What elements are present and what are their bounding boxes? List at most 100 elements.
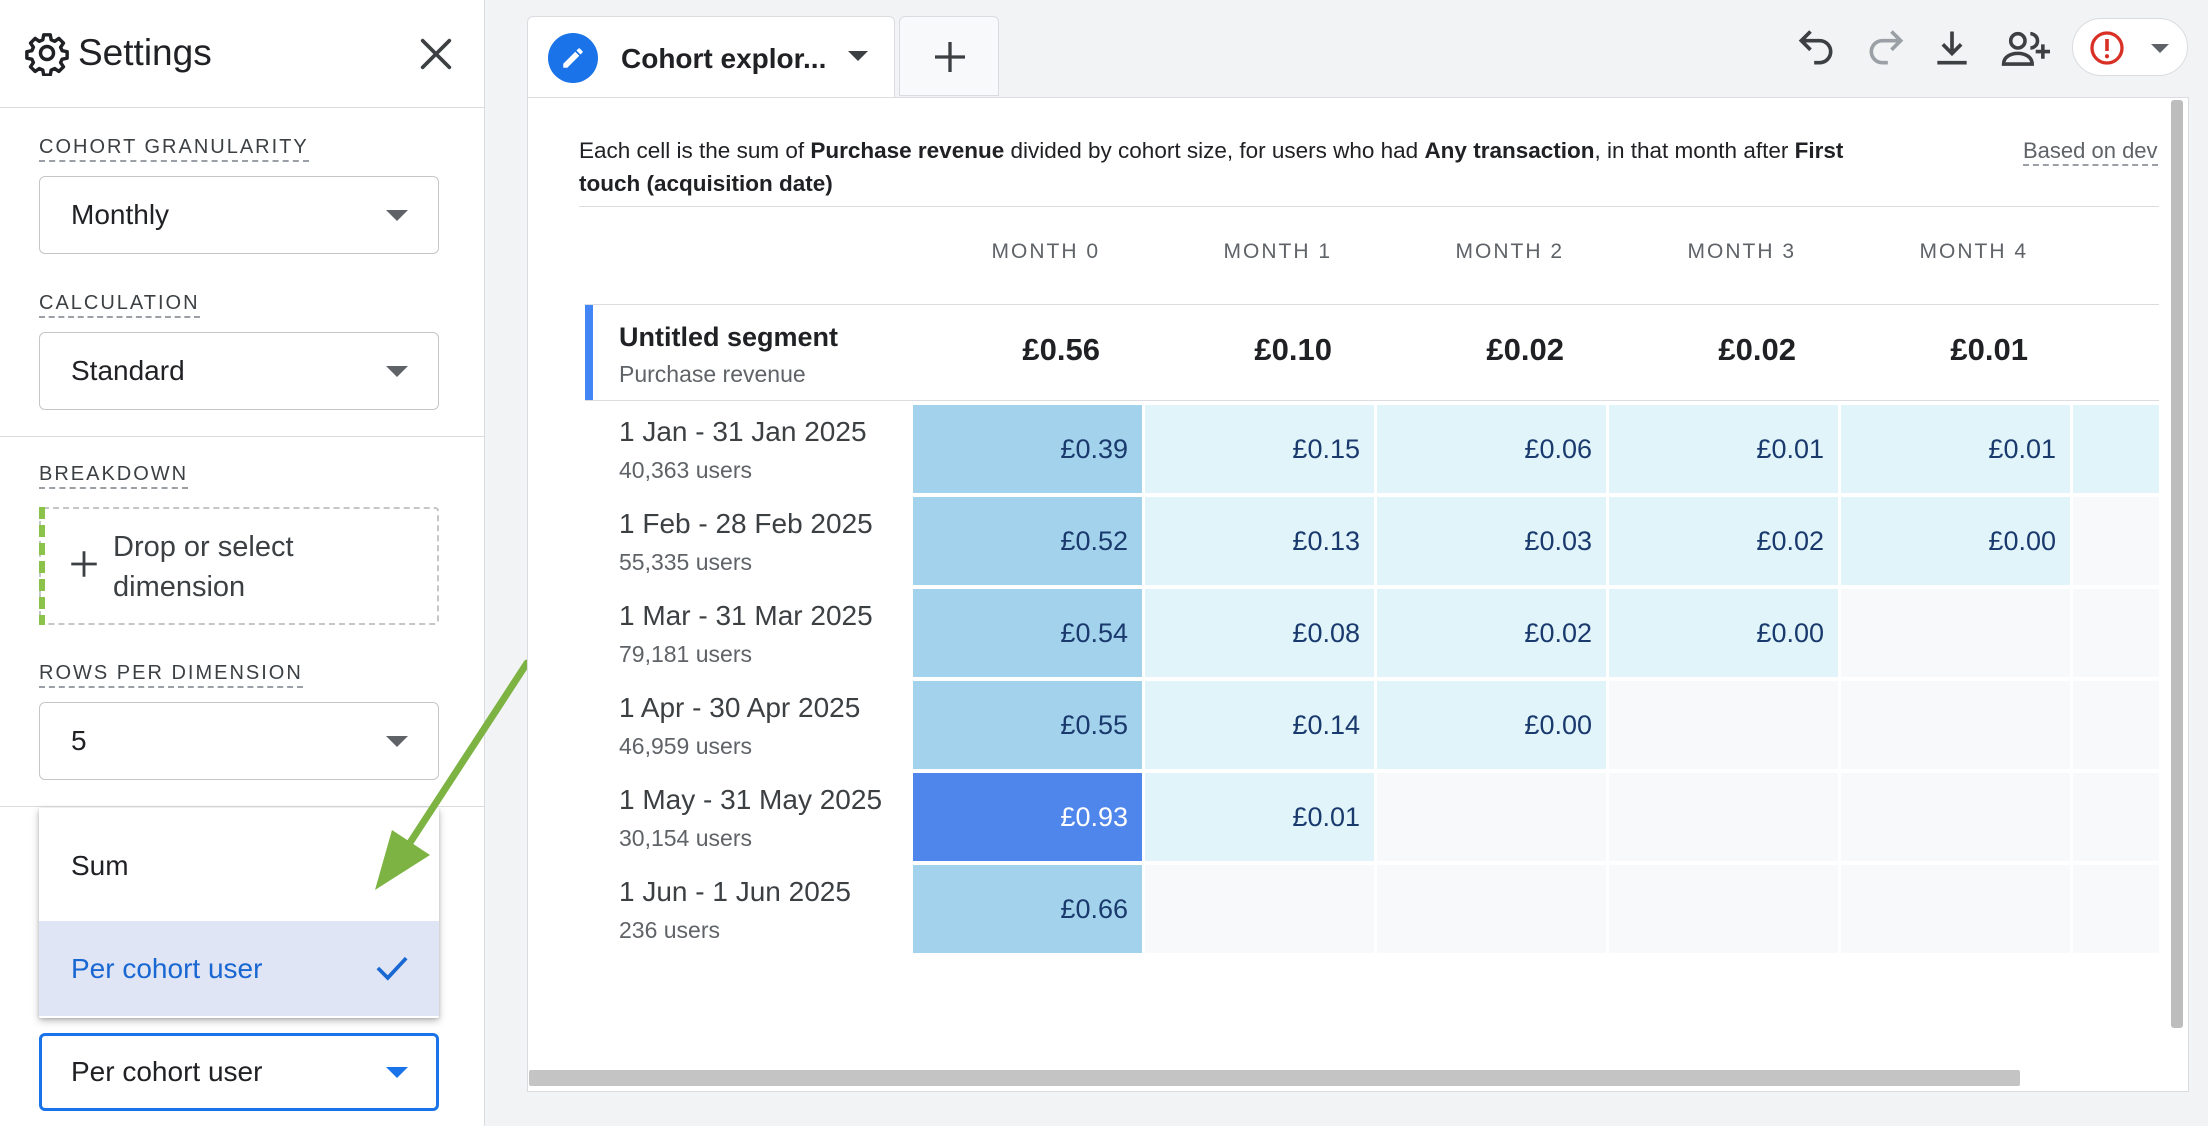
column-header-month-0: MONTH 0 — [991, 240, 1100, 263]
chevron-down-icon — [386, 210, 408, 221]
cohort-row-label: 1 Feb - 28 Feb 2025 — [619, 508, 873, 539]
chevron-down-icon — [386, 366, 408, 377]
alert-icon — [2090, 31, 2124, 65]
cohort-cell[interactable]: £0.39 — [913, 405, 1142, 493]
cohort-granularity-value: Monthly — [71, 199, 170, 230]
menu-item-per-cohort-user[interactable]: Per cohort user — [39, 921, 439, 1016]
add-tab-button[interactable] — [899, 16, 999, 96]
segment-name: Untitled segment — [619, 322, 839, 352]
breakdown-placeholder-line1: Drop or select — [113, 531, 294, 563]
settings-title: Settings — [78, 32, 212, 73]
empty-cell[interactable] — [1841, 865, 2070, 953]
cohort-cell[interactable]: £0.14 — [1145, 681, 1374, 769]
menu-item-label: Per cohort user — [71, 953, 263, 984]
column-header-month-1: MONTH 1 — [1223, 240, 1332, 263]
divider — [585, 400, 2159, 401]
cohort-row-users: 46,959 users — [619, 733, 752, 759]
cohort-cell[interactable]: £0.55 — [913, 681, 1142, 769]
cohort-row-label: 1 Jan - 31 Jan 2025 — [619, 416, 867, 447]
divider — [585, 304, 2159, 305]
rows-per-dimension-label: ROWS PER DIMENSION — [39, 661, 303, 688]
total-value-month-3: £0.02 — [1718, 332, 1796, 367]
cohort-cell[interactable]: £0.01 — [1609, 405, 1838, 493]
empty-cell[interactable] — [2073, 773, 2159, 861]
cohort-cell[interactable]: £0.06 — [1377, 405, 1606, 493]
column-header-month-2: MONTH 2 — [1455, 240, 1564, 263]
pencil-icon — [563, 48, 583, 68]
cohort-cell[interactable]: £0.00 — [1609, 589, 1838, 677]
cohort-cell[interactable]: £0.52 — [913, 497, 1142, 585]
edit-icon[interactable] — [548, 33, 598, 83]
menu-item-sum[interactable]: Sum — [39, 818, 439, 913]
plus-icon — [71, 551, 97, 577]
annotation-arrow-icon — [375, 659, 531, 890]
chevron-down-icon[interactable] — [848, 51, 868, 61]
desc-metric: Purchase revenue — [810, 138, 1005, 163]
share-icon[interactable] — [2000, 26, 2050, 70]
metric-type-menu: Sum Per cohort user — [39, 808, 439, 1018]
empty-cell[interactable] — [1377, 773, 1606, 861]
undo-icon[interactable] — [1794, 26, 1838, 70]
desc-cohort-type-cont: touch (acquisition date) — [579, 171, 833, 196]
cohort-row-users: 30,154 users — [619, 825, 752, 851]
cohort-cell[interactable]: £0.54 — [913, 589, 1142, 677]
section-divider — [0, 806, 485, 807]
cohort-cell[interactable]: £0.13 — [1145, 497, 1374, 585]
empty-cell[interactable] — [1609, 681, 1838, 769]
close-icon[interactable] — [416, 34, 456, 74]
cohort-cell[interactable]: £0.15 — [1145, 405, 1374, 493]
empty-cell[interactable] — [2073, 865, 2159, 953]
cohort-cell[interactable]: £0.93 — [913, 773, 1142, 861]
cohort-cell[interactable]: £0.03 — [1377, 497, 1606, 585]
calculation-value: Standard — [71, 355, 185, 386]
redo-icon[interactable] — [1864, 26, 1908, 70]
empty-cell[interactable] — [1609, 773, 1838, 861]
cohort-cell[interactable]: £0.02 — [1377, 589, 1606, 677]
cohort-cell[interactable]: £0.02 — [1609, 497, 1838, 585]
calculation-select[interactable]: Standard — [39, 332, 439, 410]
segment-color-bar — [585, 305, 593, 400]
empty-cell[interactable] — [2073, 681, 2159, 769]
empty-cell[interactable] — [2073, 497, 2159, 585]
cohort-row-users: 40,363 users — [619, 457, 752, 483]
empty-cell[interactable] — [2073, 589, 2159, 677]
empty-cell[interactable] — [1841, 589, 2070, 677]
cohort-cell[interactable]: £0.00 — [1841, 497, 2070, 585]
cohort-cell[interactable] — [2073, 405, 2159, 493]
cohort-row-label: 1 Jun - 1 Jun 2025 — [619, 876, 851, 907]
menu-item-label: Sum — [71, 850, 129, 881]
cohort-cell[interactable]: £0.08 — [1145, 589, 1374, 677]
based-on-link[interactable]: Based on dev — [2023, 138, 2158, 166]
empty-cell[interactable] — [1377, 865, 1606, 953]
drag-handle — [39, 507, 45, 625]
horizontal-scrollbar[interactable] — [529, 1070, 2020, 1086]
cohort-cell[interactable]: £0.66 — [913, 865, 1142, 953]
desc-inclusion: Any transaction — [1424, 138, 1595, 163]
chevron-down-icon — [386, 736, 408, 747]
cohort-cell[interactable]: £0.01 — [1145, 773, 1374, 861]
vertical-scrollbar[interactable] — [2171, 100, 2183, 1028]
tab-name: Cohort explor... — [621, 43, 827, 74]
empty-cell[interactable] — [1841, 681, 2070, 769]
download-icon[interactable] — [1930, 26, 1974, 70]
rows-per-dimension-value: 5 — [71, 725, 87, 756]
cohort-cell[interactable]: £0.01 — [1841, 405, 2070, 493]
empty-cell[interactable] — [1145, 865, 1374, 953]
metric-type-select[interactable]: Per cohort user — [39, 1033, 439, 1111]
empty-cell[interactable] — [1609, 865, 1838, 953]
empty-cell[interactable] — [1841, 773, 2070, 861]
alert-menu-button[interactable] — [2072, 18, 2188, 76]
cohort-granularity-select[interactable]: Monthly — [39, 176, 439, 254]
cohort-cell[interactable]: £0.00 — [1377, 681, 1606, 769]
breakdown-dropzone[interactable]: Drop or select dimension — [39, 507, 439, 625]
breakdown-label: BREAKDOWN — [39, 462, 189, 489]
chevron-down-icon — [386, 1067, 408, 1078]
desc-text: Each cell is the sum of — [579, 138, 811, 163]
calculation-label: CALCULATION — [39, 291, 200, 318]
table-description: Each cell is the sum of Purchase revenue… — [579, 134, 1919, 200]
cohort-row-users: 55,335 users — [619, 549, 752, 575]
plus-icon — [935, 42, 965, 72]
rows-per-dimension-select[interactable]: 5 — [39, 702, 439, 780]
tab-cohort-exploration[interactable]: Cohort explor... — [527, 16, 895, 98]
cohort-granularity-label: COHORT GRANULARITY — [39, 135, 309, 162]
